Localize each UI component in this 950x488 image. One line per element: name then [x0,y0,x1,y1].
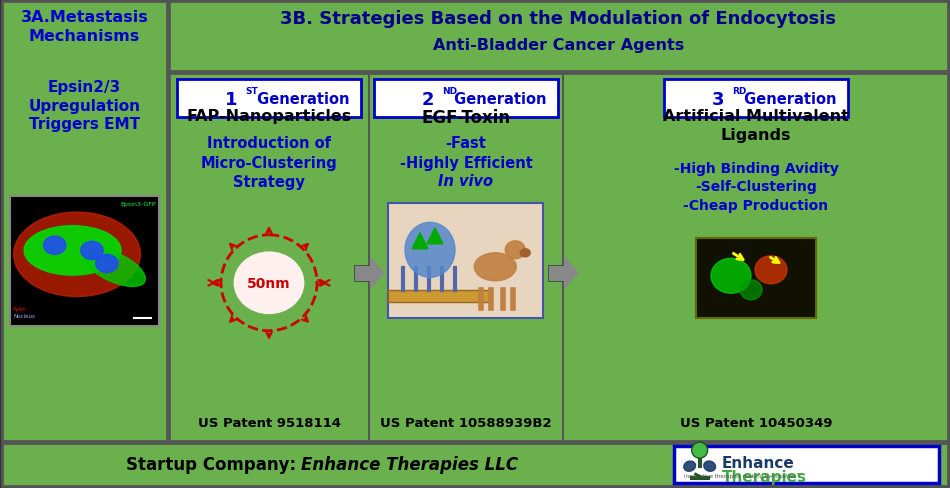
Text: 3: 3 [712,91,724,109]
Text: Anti-Bladder Cancer Agents: Anti-Bladder Cancer Agents [433,38,684,53]
Ellipse shape [84,248,145,287]
Text: RD: RD [732,87,747,96]
Text: Introduction of
Micro-Clustering
Strategy: Introduction of Micro-Clustering Strateg… [200,136,337,190]
FancyBboxPatch shape [354,265,371,281]
Text: Startup Company:: Startup Company: [125,455,301,473]
Ellipse shape [13,213,141,297]
Text: Enhance: Enhance [722,455,794,469]
Text: 50nm: 50nm [247,276,291,290]
FancyBboxPatch shape [374,80,558,118]
FancyBboxPatch shape [696,238,816,318]
Text: -High Binding Avidity
-Self-Clustering
-Cheap Production: -High Binding Avidity -Self-Clustering -… [674,162,839,212]
Text: 3B. Strategies Based on the Modulation of Endocytosis: 3B. Strategies Based on the Modulation o… [280,10,837,28]
Polygon shape [370,258,384,288]
Ellipse shape [704,461,715,471]
Text: Epsin2/3
Upregulation
Triggers EMT: Epsin2/3 Upregulation Triggers EMT [28,80,141,132]
FancyBboxPatch shape [548,265,564,281]
Text: -Fast
-Highly Efficient: -Fast -Highly Efficient [400,136,532,170]
Text: Enhance Therapies LLC: Enhance Therapies LLC [301,455,519,473]
Text: US Patent 10450349: US Patent 10450349 [680,416,832,429]
Ellipse shape [755,256,787,284]
Polygon shape [427,228,443,244]
Text: 2: 2 [422,91,434,109]
Ellipse shape [96,255,118,273]
Polygon shape [412,233,428,249]
Text: In vivo: In vivo [439,174,493,188]
Ellipse shape [684,461,695,471]
Text: Therapies: Therapies [722,468,807,484]
FancyBboxPatch shape [2,443,948,486]
FancyBboxPatch shape [177,80,361,118]
Text: 1: 1 [225,91,238,109]
Ellipse shape [81,242,104,260]
Ellipse shape [405,223,455,278]
Ellipse shape [505,242,525,259]
FancyBboxPatch shape [10,197,159,326]
Text: Nucleus: Nucleus [13,313,35,318]
Ellipse shape [740,280,762,300]
Text: FAP-Nanoparticles: FAP-Nanoparticles [186,109,352,123]
FancyBboxPatch shape [388,290,488,302]
Ellipse shape [235,253,303,313]
FancyBboxPatch shape [674,446,939,483]
Polygon shape [564,258,578,288]
Text: Innovative therapies making lives better™: Innovative therapies making lives better… [684,472,801,478]
Text: EGF-Toxin: EGF-Toxin [422,109,510,127]
Ellipse shape [711,259,751,294]
Text: Generation: Generation [252,92,350,107]
Ellipse shape [44,237,66,255]
Ellipse shape [24,226,121,276]
FancyBboxPatch shape [388,203,543,318]
Text: Actin: Actin [13,306,27,311]
Ellipse shape [521,249,530,257]
FancyBboxPatch shape [2,2,167,441]
Text: US Patent 9518114: US Patent 9518114 [198,416,340,429]
Text: US Patent 10588939B2: US Patent 10588939B2 [380,416,552,429]
Text: Generation: Generation [449,92,546,107]
Text: Artificial Multivalent
Ligands: Artificial Multivalent Ligands [663,109,849,142]
Text: 3A.Metastasis
Mechanisms: 3A.Metastasis Mechanisms [21,10,148,43]
Circle shape [692,442,708,458]
FancyBboxPatch shape [169,74,948,441]
Ellipse shape [474,253,516,281]
Text: ND: ND [442,87,457,96]
Text: Generation: Generation [739,92,837,107]
FancyBboxPatch shape [169,2,948,72]
Text: ST: ST [245,87,257,96]
FancyBboxPatch shape [664,80,848,118]
Text: Epsin3-GFP: Epsin3-GFP [121,202,156,206]
